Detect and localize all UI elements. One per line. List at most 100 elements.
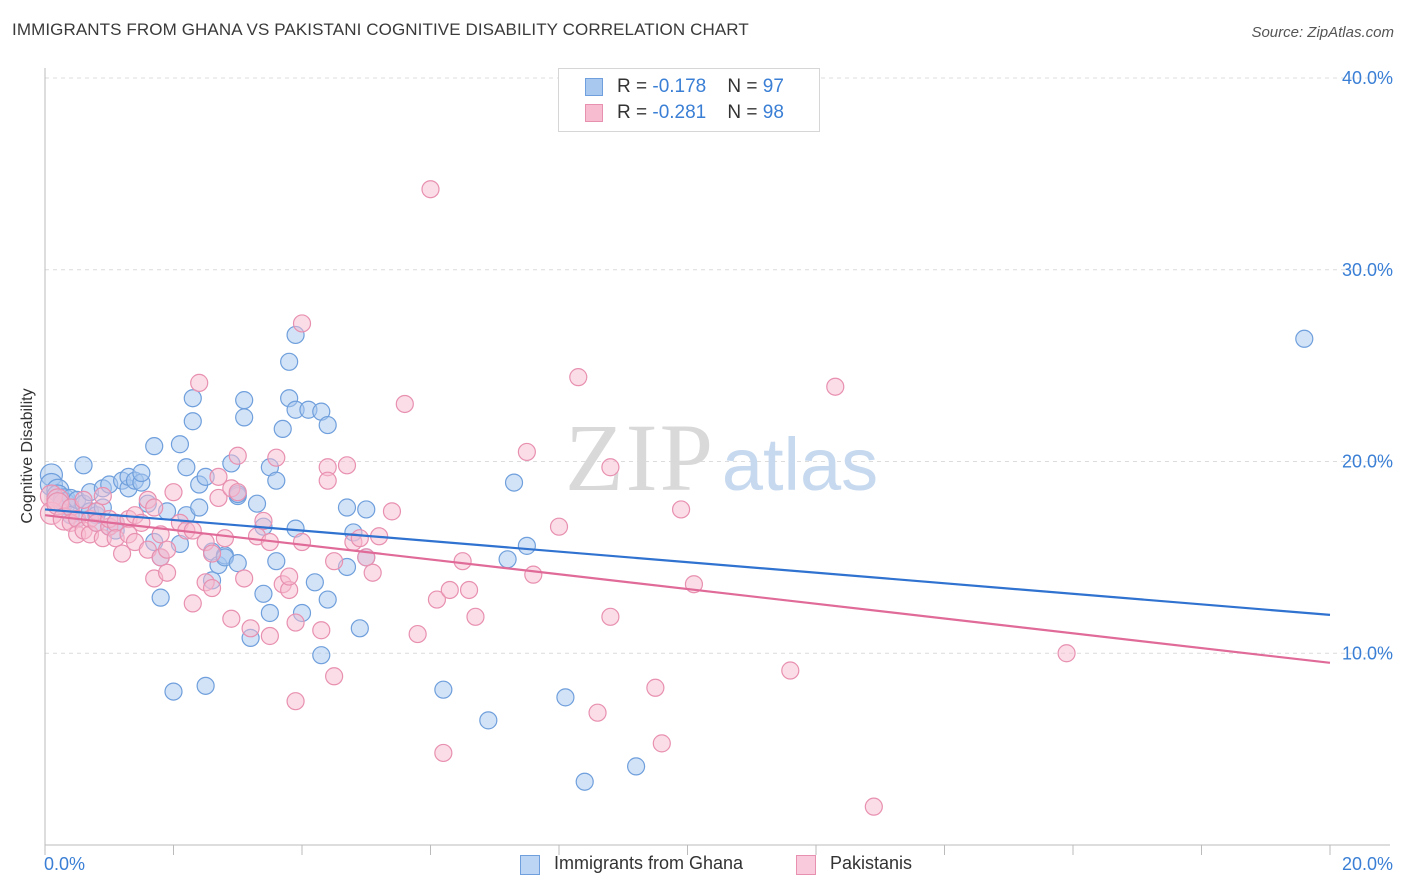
- pakistanis-point: [202, 544, 222, 563]
- ghana-point: [337, 498, 357, 517]
- pakistanis-point: [427, 590, 447, 609]
- ghana-point: [267, 552, 286, 571]
- pakistanis-point: [151, 525, 170, 544]
- axes: [44, 68, 1390, 855]
- n-label: N =: [727, 76, 763, 97]
- pakistanis-point: [254, 511, 273, 531]
- gridlines: [45, 77, 1390, 654]
- pakistanis-point: [286, 613, 305, 632]
- pakistanis-point: [157, 540, 177, 559]
- pakistanis-point: [350, 529, 369, 548]
- pakistanis-legend-swatch: [796, 855, 816, 875]
- ghana-point: [183, 389, 202, 408]
- pakistanis-point: [395, 394, 414, 414]
- pakistanis-point: [864, 797, 883, 816]
- pakistanis-point: [112, 544, 132, 563]
- pakistanis-point: [280, 567, 299, 586]
- pakistanis-point: [382, 502, 402, 521]
- ghana-point: [305, 573, 324, 592]
- ghana-point: [235, 391, 254, 410]
- y-tick-label: 40.0%: [1342, 68, 1393, 88]
- ghana-point: [434, 680, 453, 699]
- ghana-swatch: [585, 78, 603, 96]
- legend-label: Pakistanis: [830, 853, 913, 873]
- watermark-atlas: atlas: [722, 423, 878, 506]
- pakistanis-point: [209, 467, 228, 486]
- r-label: R =: [617, 76, 653, 97]
- pakistanis-point: [440, 580, 459, 600]
- ghana-point: [357, 500, 376, 519]
- pakistanis-point: [235, 569, 254, 588]
- pakistanis-point: [267, 448, 286, 467]
- n-value: 98: [762, 102, 784, 123]
- ghana-trend-line: [44, 508, 1331, 616]
- ghana-point: [1295, 329, 1314, 348]
- pakistanis-point: [93, 486, 112, 506]
- pakistanis-point: [228, 446, 247, 465]
- trend-lines: [44, 508, 1331, 664]
- legend-label: Immigrants from Ghana: [554, 853, 744, 873]
- x-tick-label: 20.0%: [1342, 854, 1393, 874]
- ghana-point: [273, 419, 292, 439]
- series-legend: Immigrants from Ghana Pakistanis: [0, 852, 1406, 878]
- pakistanis-point: [466, 607, 485, 626]
- pakistanis-point: [325, 552, 344, 571]
- pakistanis-point: [318, 471, 337, 490]
- pakistanis-point: [671, 500, 691, 519]
- pakistanis-point: [601, 607, 620, 626]
- ghana-point: [318, 415, 337, 435]
- pakistanis-point: [646, 678, 665, 697]
- ghana-point: [74, 456, 93, 475]
- pakistanis-point: [517, 442, 536, 462]
- pakistanis-point: [325, 667, 344, 686]
- pakistanis-point: [408, 624, 427, 644]
- ghana-point: [164, 682, 183, 701]
- pakistanis-point: [164, 483, 183, 502]
- y-tick-label: 30.0%: [1342, 260, 1393, 280]
- x-tick-label: 0.0%: [44, 854, 85, 874]
- ghana-point: [626, 757, 646, 776]
- chart-title: IMMIGRANTS FROM GHANA VS PAKISTANI COGNI…: [12, 20, 749, 39]
- ghana-point: [267, 471, 286, 490]
- ghana-point: [170, 435, 190, 454]
- pakistanis-point: [74, 490, 93, 509]
- ghana-point: [177, 458, 196, 477]
- pakistanis-trend-line: [44, 514, 1331, 664]
- pakistanis-point: [1057, 644, 1076, 663]
- ghana-point: [145, 437, 164, 456]
- ghana-point: [228, 554, 247, 573]
- pakistanis-point: [286, 692, 305, 711]
- watermark-zip: ZIP: [565, 404, 715, 511]
- ghana-point: [498, 550, 517, 569]
- ghana-point: [504, 473, 524, 492]
- source-label: Source: ZipAtlas.com: [1251, 24, 1394, 41]
- series-immigrants-from-ghana: [39, 325, 1314, 791]
- ghana-point: [196, 676, 215, 695]
- pakistanis-point: [434, 743, 453, 763]
- pakistanis-point: [826, 377, 845, 396]
- pakistanis-point: [652, 734, 671, 753]
- pakistanis-point: [459, 580, 479, 600]
- pakistanis-point: [569, 368, 588, 387]
- pakistanis-point: [228, 483, 247, 502]
- ghana-point: [312, 646, 331, 665]
- pakistanis-point: [363, 563, 382, 582]
- n-label: N =: [727, 102, 763, 123]
- ghana-point: [151, 588, 170, 607]
- pakistanis-point: [183, 594, 202, 613]
- ghana-point: [132, 463, 151, 483]
- ghana-point: [190, 498, 209, 517]
- pakistanis-swatch: [585, 104, 603, 122]
- pakistanis-point: [292, 314, 312, 333]
- y-tick-label: 20.0%: [1342, 452, 1393, 472]
- correlation-legend: R = -0.178 N = 97 R = -0.281 N = 98: [558, 68, 820, 132]
- pakistanis-point: [312, 621, 331, 640]
- pakistanis-point: [781, 661, 800, 680]
- ghana-point: [235, 408, 254, 427]
- tick-labels: 10.0% 20.0% 30.0% 40.0% 0.0% 20.0%: [44, 68, 1393, 874]
- r-value: -0.281: [652, 102, 707, 123]
- y-tick-label: 10.0%: [1342, 643, 1393, 663]
- pakistanis-point: [292, 532, 312, 552]
- pakistanis-point: [337, 456, 357, 475]
